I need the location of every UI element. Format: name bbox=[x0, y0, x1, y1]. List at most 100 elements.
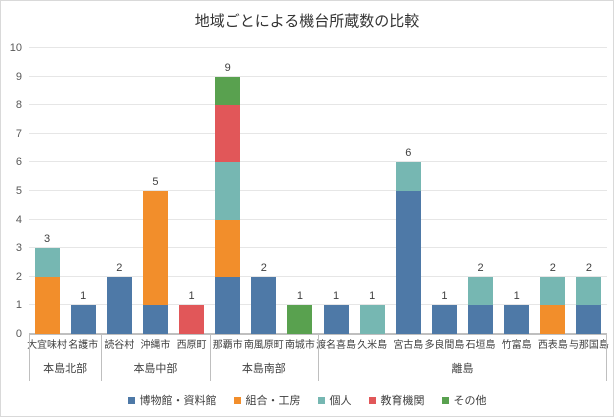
group-divider bbox=[318, 335, 319, 381]
x-tick-label: 名護市 bbox=[68, 340, 99, 351]
gridline bbox=[29, 218, 607, 220]
bar-segment-博物館・資料館 bbox=[504, 305, 530, 334]
x-group-label: 離島 bbox=[451, 363, 474, 375]
y-tick-label: 0 bbox=[15, 328, 22, 340]
bar-total-label: 2 bbox=[260, 261, 267, 274]
gridline bbox=[29, 161, 607, 163]
bar-total-label: 1 bbox=[441, 290, 448, 303]
x-tick-label: 那覇市 bbox=[212, 340, 243, 351]
bar-total-label: 1 bbox=[188, 290, 195, 303]
x-tick-label: 与那国島 bbox=[568, 340, 609, 351]
x-tick-label: 宮古島 bbox=[393, 340, 424, 351]
bar-segment-博物館・資料館 bbox=[576, 305, 602, 334]
bar-segment-組合・工房 bbox=[215, 219, 241, 277]
y-tick-label: 4 bbox=[15, 213, 22, 226]
y-tick-label: 5 bbox=[15, 185, 22, 197]
gridline bbox=[29, 333, 607, 334]
legend-label: 教育機関 bbox=[380, 395, 425, 407]
bar-segment-組合・工房 bbox=[540, 305, 566, 334]
chart-title: 地域ごとによる機台所蔵数の比較 bbox=[194, 13, 420, 30]
x-tick-label: 竹富島 bbox=[501, 340, 532, 351]
bar-total-label: 1 bbox=[333, 290, 340, 303]
y-axis: 0 1 2 3 4 5 6 7 8 9 10 bbox=[1, 42, 25, 340]
bar-沖縄市 bbox=[142, 191, 168, 334]
bar-segment-博物館・資料館 bbox=[215, 276, 241, 334]
bar-total-label: 1 bbox=[369, 290, 376, 303]
legend-swatch-icon bbox=[127, 396, 135, 404]
bar-大宜味村 bbox=[34, 248, 60, 334]
bar-total-label: 9 bbox=[224, 61, 231, 74]
bar-石垣島 bbox=[468, 276, 494, 334]
bar-segment-教育機関 bbox=[179, 305, 205, 334]
x-tick-label: 石垣島 bbox=[465, 340, 496, 351]
bar-total-label: 1 bbox=[80, 290, 87, 303]
bar-total-label: 2 bbox=[585, 261, 592, 274]
bar-宮古島 bbox=[395, 162, 421, 334]
x-tick-label: 西表島 bbox=[537, 340, 568, 351]
bar-多良間島 bbox=[431, 305, 457, 334]
x-tick-label: 渡名喜島 bbox=[316, 340, 357, 351]
y-tick-label: 9 bbox=[15, 70, 22, 83]
bar-segment-教育機関 bbox=[215, 105, 241, 163]
x-tick-label: 沖縄市 bbox=[140, 340, 171, 351]
bar-segment-組合・工房 bbox=[34, 276, 60, 334]
bar-南城市 bbox=[287, 305, 313, 334]
bar-segment-博物館・資料館 bbox=[395, 191, 421, 334]
x-tick-label: 西原町 bbox=[176, 340, 207, 351]
y-tick-label: 8 bbox=[15, 99, 22, 112]
legend-label: 個人 bbox=[329, 395, 352, 407]
group-divider bbox=[101, 335, 103, 381]
bar-total-label: 2 bbox=[549, 261, 556, 274]
bar-segment-博物館・資料館 bbox=[323, 305, 349, 334]
x-tick-label: 南風原町 bbox=[243, 340, 284, 351]
legend-item-個人: 個人 bbox=[317, 392, 352, 408]
x-tick-label: 読谷村 bbox=[104, 340, 135, 351]
x-tick-label: 多良間島 bbox=[424, 340, 465, 351]
bar-那覇市 bbox=[215, 76, 241, 334]
bar-segment-博物館・資料館 bbox=[251, 276, 277, 334]
bar-segment-組合・工房 bbox=[142, 191, 168, 306]
bar-segment-個人 bbox=[359, 305, 385, 334]
legend-item-博物館・資料館: 博物館・資料館 bbox=[127, 392, 217, 408]
bar-segment-博物館・資料館 bbox=[142, 305, 168, 334]
bar-segment-博物館・資料館 bbox=[431, 305, 457, 334]
group-divider bbox=[209, 335, 211, 381]
gridline bbox=[29, 104, 607, 106]
bar-渡名喜島 bbox=[323, 305, 349, 334]
bar-竹富島 bbox=[504, 305, 530, 334]
bar-segment-その他 bbox=[287, 305, 313, 334]
y-tick-label: 7 bbox=[15, 127, 22, 140]
gridline bbox=[29, 247, 607, 249]
legend-swatch-icon bbox=[441, 396, 449, 404]
legend-swatch-icon bbox=[368, 396, 376, 404]
bar-total-label: 2 bbox=[477, 261, 484, 274]
bar-西原町 bbox=[179, 305, 205, 334]
bar-segment-個人 bbox=[34, 248, 60, 277]
x-group-label: 本島南部 bbox=[241, 363, 286, 375]
x-tick-label: 大宜味村 bbox=[27, 340, 68, 351]
x-group-label: 本島北部 bbox=[43, 363, 88, 375]
bar-segment-個人 bbox=[576, 276, 602, 306]
x-tick-label: 南城市 bbox=[284, 340, 315, 351]
gridline bbox=[29, 190, 607, 191]
bar-segment-個人 bbox=[395, 162, 421, 191]
legend: 博物館・資料館 組合・工房 個人 教育機関 その他 bbox=[1, 389, 613, 411]
legend-item-教育機関: 教育機関 bbox=[368, 392, 425, 408]
legend-label: 博物館・資料館 bbox=[139, 395, 217, 407]
bar-与那国島 bbox=[576, 276, 602, 334]
bar-segment-その他 bbox=[215, 76, 241, 106]
bar-total-label: 2 bbox=[116, 261, 123, 274]
bar-total-label: 1 bbox=[513, 290, 520, 303]
bar-segment-博物館・資料館 bbox=[70, 305, 96, 334]
legend-item-組合・工房: 組合・工房 bbox=[233, 392, 301, 408]
gridline bbox=[29, 275, 607, 277]
x-axis: 大宜味村 名護市 読谷村 沖縄市 西原町 那覇市 南風原町 南城市 渡名喜島 久米島 宮古島 多良間島… bbox=[27, 334, 609, 381]
gridline bbox=[29, 47, 607, 48]
y-tick-label: 6 bbox=[15, 156, 22, 169]
bar-久米島 bbox=[359, 305, 385, 334]
bar-segment-博物館・資料館 bbox=[468, 305, 494, 334]
bar-segment-個人 bbox=[540, 276, 566, 306]
bar-total-label: 5 bbox=[152, 176, 159, 188]
